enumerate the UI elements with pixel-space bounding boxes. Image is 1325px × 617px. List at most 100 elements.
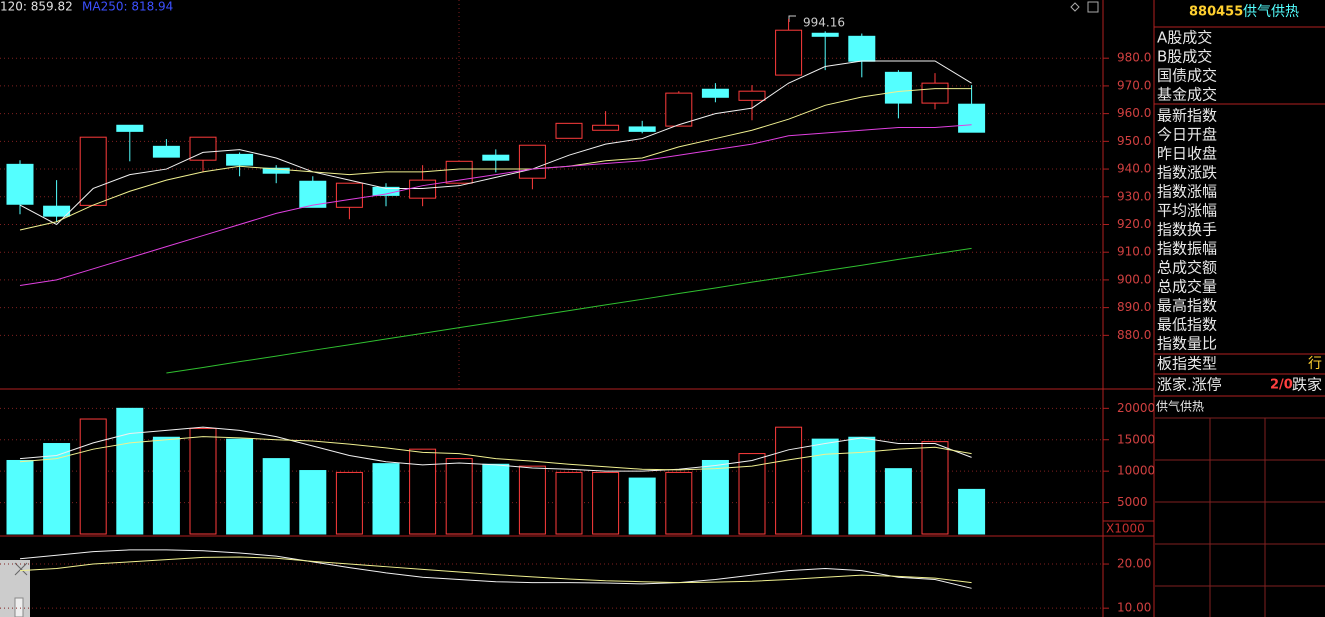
volume-bar	[482, 463, 510, 535]
volume-bar	[43, 443, 71, 535]
y-tick-label: 20.00	[1117, 557, 1151, 571]
line	[19, 124, 972, 286]
y-tick-label: 10.00	[1117, 601, 1151, 615]
candle-body	[6, 163, 34, 205]
candle-body	[262, 167, 290, 174]
y-tick-label: 940.0	[1117, 162, 1151, 176]
candle-body	[738, 90, 766, 101]
index-item: 指数量比	[1157, 335, 1217, 353]
candle-body	[921, 82, 949, 104]
annotation: 994.16	[803, 16, 845, 30]
candle-body	[701, 88, 729, 98]
index-item: 今日开盘	[1157, 126, 1217, 144]
y-tick-label: 980.0	[1117, 51, 1151, 65]
candle-body	[43, 205, 71, 217]
legend-entry: MA250: 818.94	[82, 0, 173, 14]
volume-bar	[299, 470, 327, 535]
candle-body	[409, 179, 437, 199]
volume-bar	[189, 427, 217, 535]
volume-bar	[226, 438, 254, 535]
candle-body	[79, 136, 107, 206]
candle-body	[665, 92, 693, 127]
volume-bar	[884, 468, 912, 535]
volume-bar	[775, 426, 803, 535]
volume-bar	[592, 471, 620, 535]
fall-label: 跌家	[1292, 376, 1322, 394]
index-item: 最低指数	[1157, 316, 1217, 334]
candle-body	[884, 71, 912, 104]
trade-item: A股成交	[1157, 29, 1212, 47]
volume-bar	[116, 407, 144, 535]
line	[166, 247, 972, 374]
line	[19, 436, 972, 471]
index-item: 平均涨幅	[1157, 202, 1217, 220]
icon[interactable]	[1070, 2, 1080, 12]
volume-bar	[665, 471, 693, 535]
index-item: 最高指数	[1157, 297, 1217, 315]
index-item: 指数振幅	[1157, 240, 1217, 258]
candle-body	[628, 126, 656, 132]
index-item: 最新指数	[1157, 107, 1217, 125]
candle-body	[226, 153, 254, 166]
volume-bar	[811, 438, 839, 535]
volume-bar	[555, 471, 583, 535]
line	[19, 60, 972, 226]
line	[19, 549, 972, 589]
y-tick-label: 10000	[1117, 464, 1155, 478]
y-tick-label: 880.0	[1117, 328, 1151, 342]
close-icon[interactable]	[14, 562, 28, 576]
ratio-label: 涨家.涨停	[1157, 376, 1222, 394]
y-tick-label: 910.0	[1117, 245, 1151, 259]
index-item: 指数换手	[1157, 221, 1217, 239]
candle-body	[592, 124, 620, 131]
y-tick-label: 950.0	[1117, 134, 1151, 148]
name: 供气供热	[1243, 4, 1299, 20]
candle-body	[848, 35, 876, 62]
scroll-thumb[interactable]	[14, 597, 24, 617]
volume-bar	[921, 441, 949, 535]
candle-body	[555, 122, 583, 139]
code: 880455	[1189, 5, 1243, 20]
trade-item: 国债成交	[1157, 67, 1217, 85]
candle-body	[811, 32, 839, 37]
volume-bar	[6, 459, 34, 535]
y-tick-label: 890.0	[1117, 300, 1151, 314]
y-tick-label: 930.0	[1117, 189, 1151, 203]
line	[19, 556, 972, 584]
candle-body	[189, 136, 217, 161]
type-value: 行	[1308, 356, 1322, 372]
y-tick-label: 970.0	[1117, 78, 1151, 92]
volume-bar	[262, 458, 290, 535]
y-tick-label: 960.0	[1117, 106, 1151, 120]
volume-bar	[152, 436, 180, 535]
y-tick-label: 900.0	[1117, 272, 1151, 286]
type-label: 板指类型	[1157, 355, 1217, 373]
volume-bar	[958, 488, 986, 535]
mini-grid	[1155, 417, 1325, 617]
mini-title: 供气供热	[1156, 399, 1204, 414]
candle-body	[445, 160, 473, 184]
candle-body	[958, 103, 986, 133]
candle-body	[518, 144, 546, 179]
y-tick-label: 15000	[1117, 432, 1155, 446]
y-tick-label: 920.0	[1117, 217, 1151, 231]
volume-bar	[79, 418, 107, 535]
candle-body	[152, 145, 180, 158]
y-tick-label: 5000	[1117, 495, 1148, 509]
index-item: 总成交量	[1157, 278, 1217, 296]
volume-bar	[628, 477, 656, 535]
icon[interactable]	[1087, 1, 1099, 13]
volume-bar	[518, 465, 546, 535]
candle-body	[775, 29, 803, 76]
candle-body	[116, 124, 144, 132]
candle-body	[482, 154, 510, 161]
volume-bar	[335, 471, 363, 535]
line	[19, 426, 972, 472]
index-item: 指数涨幅	[1157, 183, 1217, 201]
candle-body	[335, 182, 363, 208]
volume-bar	[372, 463, 400, 535]
index-item: 指数涨跌	[1157, 164, 1217, 182]
